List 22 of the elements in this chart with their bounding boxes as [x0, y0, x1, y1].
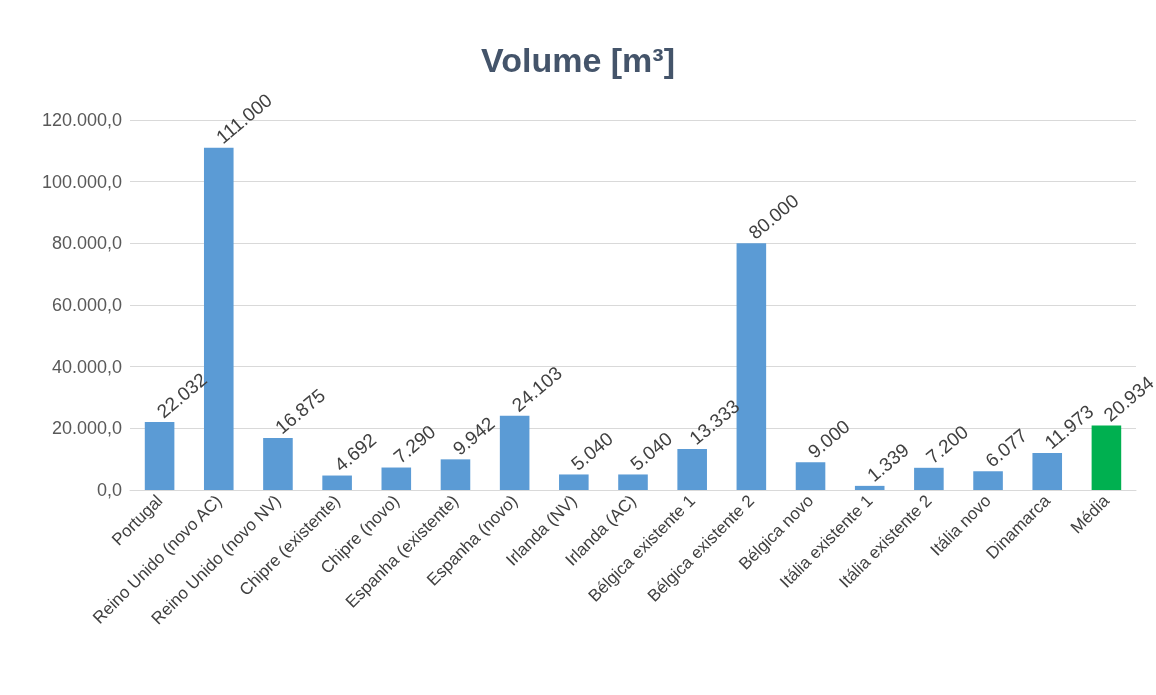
y-tick-label: 60.000,0: [51, 295, 122, 315]
bar: [559, 474, 589, 490]
y-tick-label: 20.000,0: [51, 418, 122, 439]
chart-title: Volume [m³]: [481, 41, 675, 79]
y-tick-label: 100.000,0: [41, 171, 122, 192]
bar: [618, 474, 648, 490]
bar: [322, 475, 352, 490]
bar: [1091, 425, 1122, 490]
bar: [914, 467, 944, 490]
bar: [677, 448, 707, 490]
bar: [1032, 453, 1063, 490]
y-tick-label: 120.000,0: [41, 110, 122, 130]
bar: [854, 485, 885, 490]
bar: [144, 422, 175, 490]
y-tick-label: 40.000,0: [51, 356, 122, 377]
bar: [263, 437, 293, 490]
bar: [795, 462, 826, 490]
bar: [381, 467, 412, 490]
bar: [973, 471, 1003, 490]
bar: [499, 415, 530, 490]
bar: [440, 459, 471, 490]
y-tick-label: 80.000,0: [51, 233, 122, 254]
